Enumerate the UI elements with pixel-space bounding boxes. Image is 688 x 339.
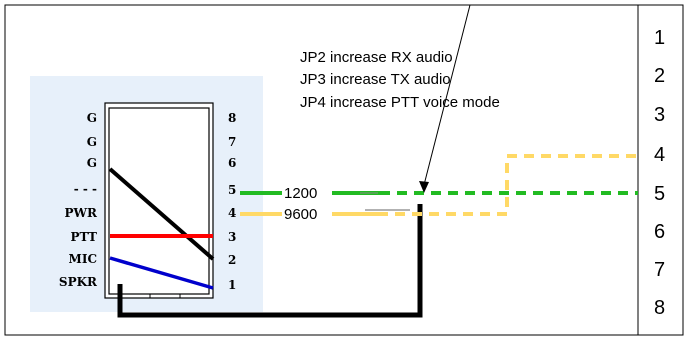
right-pin-number: 2 xyxy=(654,65,665,87)
note-jp3: JP3 increase TX audio xyxy=(300,71,451,88)
pin-number: 7 xyxy=(228,135,236,149)
wire-label-1200: 1200 xyxy=(284,185,317,202)
yellow-wire-dashed xyxy=(378,154,638,216)
pin-label: SPKR xyxy=(59,275,98,289)
right-pin-number: 8 xyxy=(654,297,665,319)
pin-number: 6 xyxy=(228,156,236,170)
black-jumper-wire xyxy=(108,167,215,261)
pin-number: 8 xyxy=(228,111,236,125)
pin-label: PWR xyxy=(65,206,99,220)
note-jp2: JP2 increase RX audio xyxy=(300,49,453,66)
blue-mic-wire xyxy=(109,256,214,290)
connector-body xyxy=(104,102,214,299)
pointer-arrowhead xyxy=(419,181,429,193)
right-pin-number: 7 xyxy=(654,259,665,281)
right-pin-number: 4 xyxy=(654,144,665,166)
note-jp4: JP4 increase PTT voice mode xyxy=(300,94,500,111)
connector-inner xyxy=(108,107,210,295)
pin-label: PTT xyxy=(71,230,98,244)
pin-number: 4 xyxy=(228,206,236,220)
pin-number: 3 xyxy=(228,230,236,244)
right-pin-number: 6 xyxy=(654,221,665,243)
pin-label: G xyxy=(87,111,97,125)
black-spkr-wire xyxy=(117,204,423,318)
pin-number: 1 xyxy=(228,278,236,292)
right-pin-number: 3 xyxy=(654,104,665,126)
pin-number: 2 xyxy=(228,253,236,267)
wire-label-9600: 9600 xyxy=(284,206,317,223)
pin-label: G xyxy=(87,135,97,149)
pin-label: G xyxy=(87,156,97,170)
pointer-line xyxy=(423,4,471,186)
pin-label: MIC xyxy=(69,252,97,266)
right-pin-number: 1 xyxy=(654,27,665,49)
pin-label: - - - xyxy=(74,182,97,196)
outer-frame xyxy=(4,4,684,336)
right-pin-number: 5 xyxy=(654,183,665,205)
pin-number: 5 xyxy=(228,183,236,197)
